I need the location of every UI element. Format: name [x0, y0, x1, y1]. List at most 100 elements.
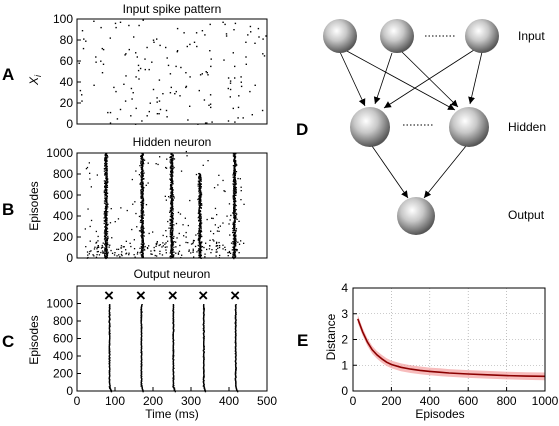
panel-b-spike	[140, 182, 142, 184]
panel-a-spike	[83, 38, 85, 40]
panel-b-spike	[136, 226, 138, 228]
panel-b-spike	[235, 235, 237, 237]
panel-b-spike	[234, 212, 236, 214]
panel-a-spike	[203, 99, 206, 101]
panel-a-spike	[210, 106, 212, 109]
panel-a-spike	[232, 107, 234, 110]
panel-b-spike	[141, 234, 143, 236]
panel-c-spike	[203, 369, 205, 371]
panel-b-spike	[165, 249, 167, 251]
panel-b-spike	[199, 215, 202, 217]
panel-b-spike	[204, 253, 206, 255]
panel-b-spike	[199, 240, 201, 242]
panel-b-spike	[142, 228, 144, 230]
panel-b-spike	[104, 234, 106, 236]
panel-b-spike	[194, 245, 197, 248]
panel-b-spike	[170, 252, 172, 254]
panel-b-spike	[105, 225, 107, 228]
panel-b-spike	[171, 181, 173, 183]
panel-b-spike	[105, 199, 107, 201]
panel-b-ytick-label-2: 400	[53, 209, 73, 223]
panel-b-spike	[165, 252, 167, 254]
panel-b-spike	[233, 185, 235, 187]
panel-b-spike	[146, 247, 149, 249]
panel-b-spike	[141, 164, 144, 166]
panel-b-spike	[106, 226, 108, 228]
panel-a-ytick-label-3: 60	[60, 54, 74, 68]
panel-b-spike	[233, 248, 235, 250]
panel-b-spike	[233, 256, 235, 258]
panel-b-spike	[200, 204, 202, 206]
panel-b-spike	[169, 233, 171, 235]
panel-a-spike	[170, 86, 172, 89]
panel-b-spike	[141, 222, 144, 224]
panel-b-spike	[96, 246, 98, 249]
panel-b-spike	[126, 209, 128, 212]
panel-b-spike	[98, 246, 100, 248]
panel-b-spike	[235, 209, 237, 211]
panel-a-spike	[135, 107, 137, 110]
panel-b-spike	[232, 243, 234, 245]
panel-b-spike	[199, 256, 201, 258]
panel-b-spike	[234, 241, 237, 243]
panel-b-spike	[200, 220, 202, 223]
panel-a-spike	[206, 72, 208, 74]
panel-b-spike	[173, 251, 175, 253]
panel-b-spike	[171, 252, 173, 254]
panel-b-spike	[236, 218, 238, 220]
panel-b-spike	[200, 223, 202, 225]
panel-b-spike	[141, 158, 143, 160]
panel-b-spike	[233, 228, 235, 230]
panel-b-spike	[199, 232, 201, 234]
panel-b-spike	[234, 239, 237, 242]
panel-b-spike	[227, 252, 229, 254]
panel-a-spike	[237, 106, 240, 109]
panel-b-spike	[234, 206, 236, 208]
panel-a-spike	[123, 83, 125, 85]
panel-b-spike	[200, 180, 202, 182]
panel-b-spike	[198, 256, 200, 258]
panel-b-spike	[140, 189, 142, 191]
hidden-neuron-2	[449, 107, 489, 147]
panel-b-spike	[171, 219, 173, 221]
panel-b-spike	[200, 207, 202, 209]
panel-b-spike	[104, 186, 106, 189]
panel-b-spike	[172, 189, 174, 191]
panel-b-spike	[105, 161, 107, 163]
panel-b-spike	[234, 162, 236, 164]
panel-b-spike	[185, 236, 187, 238]
panel-b-spike	[171, 255, 173, 258]
panel-b-spike	[116, 255, 118, 257]
panel-b-spike	[141, 246, 143, 248]
panel-b-spike	[140, 191, 142, 193]
panel-b-spike	[173, 166, 175, 169]
panel-letter-a: A	[2, 65, 14, 84]
panel-b-spike	[237, 241, 239, 243]
panel-b-spike	[142, 237, 144, 239]
panel-b-spike	[107, 203, 109, 205]
panel-b-spike	[104, 249, 106, 251]
panel-a-spike	[234, 65, 236, 68]
panel-a-spike	[146, 46, 148, 49]
panel-b-spike	[176, 237, 178, 239]
panel-b-spike	[141, 209, 144, 211]
panel-b-spike	[232, 227, 234, 230]
panel-b-spike	[142, 181, 144, 183]
panel-b-spike	[84, 228, 86, 230]
panel-b-spike	[142, 193, 144, 195]
panel-c-spike	[108, 349, 110, 351]
panel-a-spike	[159, 44, 161, 47]
panel-b-spike	[141, 194, 144, 196]
panel-b-spike	[198, 238, 200, 240]
panel-b-spike	[141, 188, 144, 190]
panel-b-spike	[105, 212, 107, 214]
panel-b-spike	[106, 205, 108, 207]
panel-c-spike	[172, 373, 174, 376]
panel-b-spike	[233, 220, 235, 223]
panel-b-spike	[234, 234, 236, 236]
panel-b-spike	[234, 155, 236, 157]
panel-b-spike	[200, 199, 202, 202]
panel-c-spike	[173, 387, 176, 389]
